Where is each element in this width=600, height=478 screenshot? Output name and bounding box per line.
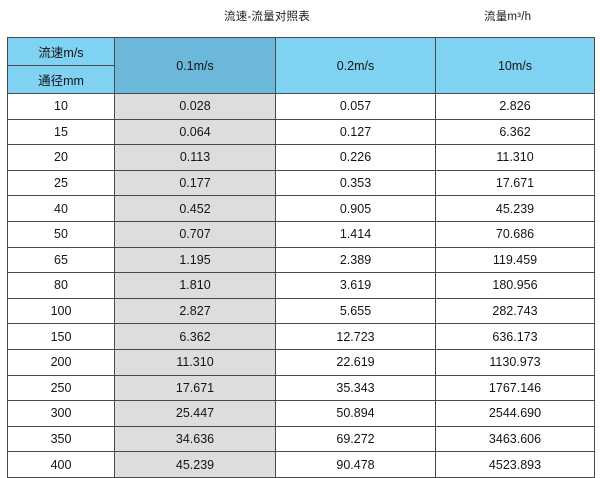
cell-diameter: 50 xyxy=(7,220,115,248)
cell-flow-0-2ms: 1.414 xyxy=(275,220,436,248)
table-row: 300 25.447 50.894 2544.690 xyxy=(7,400,595,427)
cell-diameter: 10 xyxy=(7,93,115,120)
cell-flow-0-1ms: 0.113 xyxy=(114,144,276,171)
cell-flow-0-2ms: 5.655 xyxy=(275,297,436,325)
cell-flow-10ms: 70.686 xyxy=(435,220,595,248)
cell-flow-0-2ms: 0.057 xyxy=(275,93,436,120)
cell-flow-0-1ms: 0.064 xyxy=(114,118,276,146)
cell-diameter: 20 xyxy=(7,144,115,171)
cell-flow-0-1ms: 0.177 xyxy=(114,169,276,197)
table-row: 150 6.362 12.723 636.173 xyxy=(7,323,595,350)
cell-flow-0-1ms: 0.452 xyxy=(114,195,276,222)
cell-flow-0-1ms: 17.671 xyxy=(114,374,276,402)
table-row: 80 1.810 3.619 180.956 xyxy=(7,272,595,299)
table-row: 50 0.707 1.414 70.686 xyxy=(7,220,595,248)
cell-flow-0-1ms: 1.810 xyxy=(114,272,276,299)
cell-diameter: 200 xyxy=(7,348,115,376)
cell-diameter: 400 xyxy=(7,451,115,478)
cell-flow-0-1ms: 1.195 xyxy=(114,246,276,274)
cell-flow-0-2ms: 90.478 xyxy=(275,451,436,478)
cell-flow-0-2ms: 3.619 xyxy=(275,272,436,299)
unit-label: 流量m³/h xyxy=(484,11,532,23)
cell-diameter: 25 xyxy=(7,169,115,197)
cell-flow-10ms: 2544.690 xyxy=(435,400,595,427)
cell-flow-0-1ms: 6.362 xyxy=(114,323,276,350)
table-row: 40 0.452 0.905 45.239 xyxy=(7,195,595,222)
cell-flow-0-2ms: 2.389 xyxy=(275,246,436,274)
cell-diameter: 100 xyxy=(7,297,115,325)
cell-diameter: 40 xyxy=(7,195,115,222)
table-row: 65 1.195 2.389 119.459 xyxy=(7,246,595,274)
cell-flow-0-2ms: 50.894 xyxy=(275,400,436,427)
cell-flow-10ms: 119.459 xyxy=(435,246,595,274)
page-title: 流速-流量对照表 xyxy=(224,11,310,23)
header-diameter-label: 通径mm xyxy=(7,65,115,94)
cell-flow-0-1ms: 45.239 xyxy=(114,451,276,478)
cell-flow-10ms: 3463.606 xyxy=(435,425,595,453)
cell-diameter: 65 xyxy=(7,246,115,274)
header-row-top: 流速m/s 0.1m/s 0.2m/s 10m/s xyxy=(7,37,595,94)
cell-flow-0-2ms: 12.723 xyxy=(275,323,436,350)
cell-flow-10ms: 636.173 xyxy=(435,323,595,350)
header-col-10-ms: 10m/s xyxy=(435,37,595,94)
table-row: 400 45.239 90.478 4523.893 xyxy=(7,451,595,478)
cell-flow-0-1ms: 2.827 xyxy=(114,297,276,325)
cell-diameter: 350 xyxy=(7,425,115,453)
cell-flow-0-1ms: 25.447 xyxy=(114,400,276,427)
cell-flow-10ms: 45.239 xyxy=(435,195,595,222)
header-velocity-label: 流速m/s xyxy=(7,37,115,66)
caption-bar: 流速-流量对照表 流量m³/h xyxy=(0,0,600,37)
cell-flow-10ms: 282.743 xyxy=(435,297,595,325)
cell-flow-0-1ms: 34.636 xyxy=(114,425,276,453)
cell-flow-0-1ms: 0.707 xyxy=(114,220,276,248)
cell-diameter: 80 xyxy=(7,272,115,299)
cell-flow-10ms: 4523.893 xyxy=(435,451,595,478)
cell-flow-0-1ms: 11.310 xyxy=(114,348,276,376)
cell-diameter: 300 xyxy=(7,400,115,427)
table-row: 15 0.064 0.127 6.362 xyxy=(7,118,595,146)
cell-flow-0-2ms: 0.905 xyxy=(275,195,436,222)
flow-comparison-table: 流速m/s 0.1m/s 0.2m/s 10m/s 通径mm 10 0.028 0.… xyxy=(7,37,595,478)
table-row: 200 11.310 22.619 1130.973 xyxy=(7,348,595,376)
table-row: 350 34.636 69.272 3463.606 xyxy=(7,425,595,453)
cell-flow-0-1ms: 0.028 xyxy=(114,93,276,120)
cell-diameter: 250 xyxy=(7,374,115,402)
flow-comparison-table-container: 流速m/s 0.1m/s 0.2m/s 10m/s 通径mm 10 0.028 0.… xyxy=(7,37,595,478)
cell-flow-10ms: 180.956 xyxy=(435,272,595,299)
header-col-0-1-ms: 0.1m/s xyxy=(114,37,276,94)
cell-flow-0-2ms: 0.353 xyxy=(275,169,436,197)
cell-flow-10ms: 2.826 xyxy=(435,93,595,120)
header-row-bottom: 通径mm xyxy=(7,65,595,94)
cell-flow-0-2ms: 0.226 xyxy=(275,144,436,171)
cell-flow-0-2ms: 35.343 xyxy=(275,374,436,402)
cell-flow-0-2ms: 22.619 xyxy=(275,348,436,376)
table-row: 20 0.113 0.226 11.310 xyxy=(7,144,595,171)
cell-flow-0-2ms: 69.272 xyxy=(275,425,436,453)
cell-flow-10ms: 11.310 xyxy=(435,144,595,171)
cell-diameter: 150 xyxy=(7,323,115,350)
table-row: 25 0.177 0.353 17.671 xyxy=(7,169,595,197)
cell-flow-10ms: 6.362 xyxy=(435,118,595,146)
header-col-0-2-ms: 0.2m/s xyxy=(275,37,436,94)
cell-flow-0-2ms: 0.127 xyxy=(275,118,436,146)
cell-flow-10ms: 1767.146 xyxy=(435,374,595,402)
table-row: 10 0.028 0.057 2.826 xyxy=(7,93,595,120)
table-row: 250 17.671 35.343 1767.146 xyxy=(7,374,595,402)
table-row: 100 2.827 5.655 282.743 xyxy=(7,297,595,325)
cell-flow-10ms: 1130.973 xyxy=(435,348,595,376)
cell-diameter: 15 xyxy=(7,118,115,146)
cell-flow-10ms: 17.671 xyxy=(435,169,595,197)
